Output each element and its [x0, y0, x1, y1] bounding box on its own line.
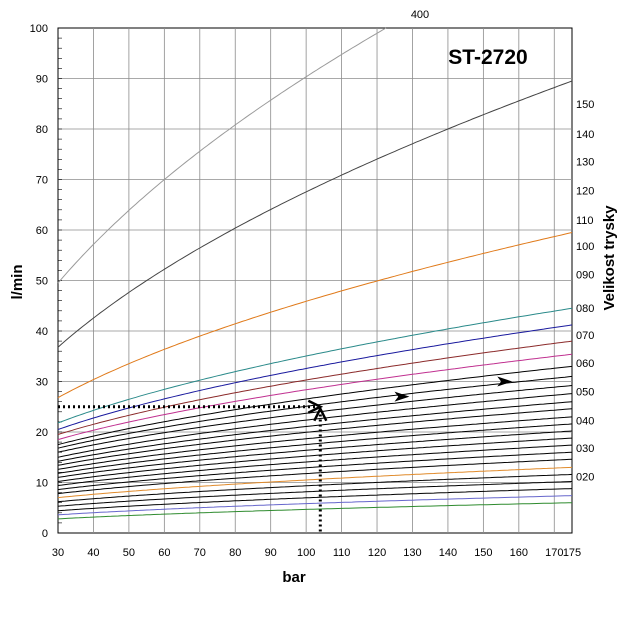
x-tick-label: 150 — [474, 547, 492, 559]
series-line — [57, 401, 573, 462]
x-tick-label: 140 — [439, 547, 457, 559]
x-tick-label: 130 — [403, 547, 421, 559]
curve-arrow-marker — [497, 376, 513, 387]
reading-guide-line — [58, 405, 322, 533]
x-tick-label: 70 — [194, 547, 206, 559]
y-tick-label: 10 — [36, 478, 48, 490]
series-line — [57, 27, 387, 284]
x-tick-label: 60 — [158, 547, 170, 559]
series-line — [57, 340, 573, 435]
nozzle-size-label: 050 — [576, 387, 594, 399]
x-tick-labels: 30 40 50 60 70 80 90 100 110 120 130 140 150 160 170 17… — [52, 547, 581, 559]
nozzle-size-label: 110 — [576, 215, 594, 227]
series-line — [57, 385, 573, 453]
chart-grid — [57, 27, 573, 534]
y-tick-label: 30 — [36, 377, 48, 389]
nozzle-size-label: 120 — [576, 186, 594, 198]
series-line — [57, 444, 573, 486]
x-tick-label: 160 — [510, 547, 528, 559]
nozzle-size-label: 080 — [576, 303, 594, 315]
series-line — [57, 307, 573, 424]
series-line — [57, 495, 573, 516]
series-line — [57, 416, 573, 470]
x-tick-label: 110 — [333, 547, 351, 559]
curve-arrow-marker — [394, 391, 410, 402]
y-tick-label: 0 — [42, 528, 48, 540]
nozzle-size-labels: 150 140 130 120 110 100 090 080 070 060 050 040 030 0… — [576, 99, 594, 484]
chart-title: ST-2720 — [448, 46, 527, 69]
x-tick-label: 30 — [52, 547, 64, 559]
y-axis-label: l/min — [9, 264, 26, 299]
series-line — [57, 458, 573, 495]
arrow-markers — [394, 376, 513, 402]
nozzle-size-label: 130 — [576, 156, 594, 168]
y-tick-label: 100 — [30, 23, 48, 35]
y-tick-labels: 0 10 20 30 40 50 60 70 80 90 100 — [30, 23, 48, 540]
nozzle-size-label: 020 — [576, 471, 594, 483]
nozzle-size-label: 070 — [576, 330, 594, 342]
series-line — [57, 353, 573, 441]
nozzle-size-label: 090 — [576, 269, 594, 281]
nozzle-curves — [57, 27, 573, 520]
y-tick-label: 80 — [36, 124, 48, 136]
series-line — [57, 324, 573, 430]
x-axis-label: bar — [282, 569, 306, 586]
series-line — [57, 488, 573, 512]
x-tick-label: 120 — [368, 547, 386, 559]
nozzle-size-label: 040 — [576, 415, 594, 427]
series-line — [57, 502, 573, 520]
nozzle-size-label: 100 — [576, 241, 594, 253]
series-line — [57, 451, 573, 491]
curve-top-label: 400 — [411, 9, 429, 21]
y-tick-label: 60 — [36, 225, 48, 237]
x-tick-label: 175 — [563, 547, 581, 559]
y-tick-label: 50 — [36, 276, 48, 288]
x-tick-label: 80 — [229, 547, 241, 559]
series-line — [57, 437, 573, 482]
y-tick-label: 40 — [36, 326, 48, 338]
x-tick-label: 50 — [123, 547, 135, 559]
y-tick-label: 20 — [36, 427, 48, 439]
series-line — [57, 232, 573, 399]
series-line — [57, 466, 573, 499]
nozzle-size-label: 140 — [576, 129, 594, 141]
series-line — [57, 408, 573, 466]
series-line — [57, 430, 573, 478]
series-line — [57, 365, 573, 446]
nozzle-size-label: 030 — [576, 443, 594, 455]
series-line — [57, 481, 573, 507]
guide-arrow-up — [313, 405, 328, 422]
y-tick-label: 70 — [36, 175, 48, 187]
x-tick-label: 170 — [545, 547, 563, 559]
series-line — [57, 80, 573, 348]
x-tick-label: 40 — [87, 547, 99, 559]
series-line — [57, 473, 573, 503]
reading-guide — [58, 399, 328, 533]
y-tick-label: 90 — [36, 74, 48, 86]
x-tick-label: 90 — [265, 547, 277, 559]
nozzle-size-label: 060 — [576, 358, 594, 370]
secondary-y-axis-label: Velikost trysky — [601, 205, 618, 311]
nozzle-size-label: 150 — [576, 99, 594, 111]
x-tick-label: 100 — [297, 547, 315, 559]
series-line — [57, 423, 573, 474]
